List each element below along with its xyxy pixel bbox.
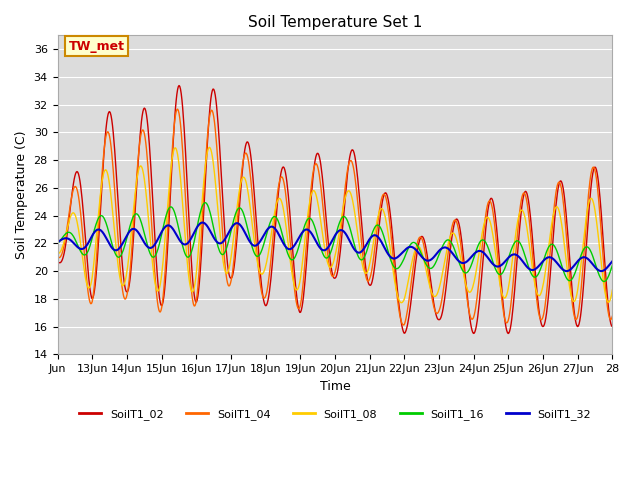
Y-axis label: Soil Temperature (C): Soil Temperature (C) (15, 131, 28, 259)
Legend: SoilT1_02, SoilT1_04, SoilT1_08, SoilT1_16, SoilT1_32: SoilT1_02, SoilT1_04, SoilT1_08, SoilT1_… (74, 405, 596, 424)
X-axis label: Time: Time (319, 380, 350, 393)
Title: Soil Temperature Set 1: Soil Temperature Set 1 (248, 15, 422, 30)
Text: TW_met: TW_met (68, 40, 125, 53)
